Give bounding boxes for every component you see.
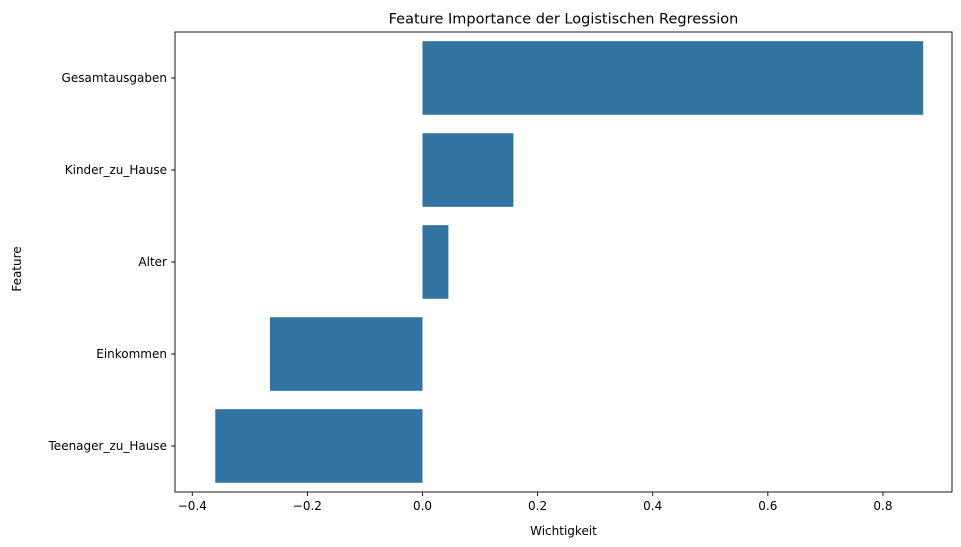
- y-axis-ticks: Gesamtausgaben Kinder_zu_Hause Alter Einkom…: [48, 71, 175, 453]
- chart-title: Feature Importance der Logistischen Regr…: [389, 12, 739, 28]
- y-axis-label: Feature: [10, 246, 24, 291]
- bar-alter: [422, 225, 449, 299]
- bar-kinder-zu-hause: [422, 133, 514, 207]
- x-tick-label: 0.6: [758, 499, 777, 513]
- bar-teenager-zu-hause: [215, 409, 423, 483]
- y-tick-label: Gesamtausgaben: [62, 71, 167, 85]
- x-tick-label: −0.2: [293, 499, 322, 513]
- bar-einkommen: [269, 317, 423, 391]
- y-tick-label: Alter: [138, 255, 167, 269]
- plot-frame: [174, 31, 953, 493]
- y-tick-label: Einkommen: [96, 347, 167, 361]
- y-tick-label: Teenager_zu_Hause: [48, 439, 167, 453]
- bar-gesamtausgaben: [422, 41, 924, 115]
- x-tick-label: 0.2: [528, 499, 547, 513]
- x-tick-label: 0.0: [413, 499, 432, 513]
- x-tick-label: −0.4: [178, 499, 207, 513]
- x-axis-ticks: −0.4 −0.2 0.0 0.2 0.4 0.6 0.8: [178, 492, 892, 513]
- x-tick-label: 0.8: [873, 499, 892, 513]
- x-axis-label: Wichtigkeit: [530, 524, 597, 538]
- bars-group: [215, 41, 924, 483]
- y-tick-label: Kinder_zu_Hause: [65, 163, 167, 177]
- x-tick-label: 0.4: [643, 499, 662, 513]
